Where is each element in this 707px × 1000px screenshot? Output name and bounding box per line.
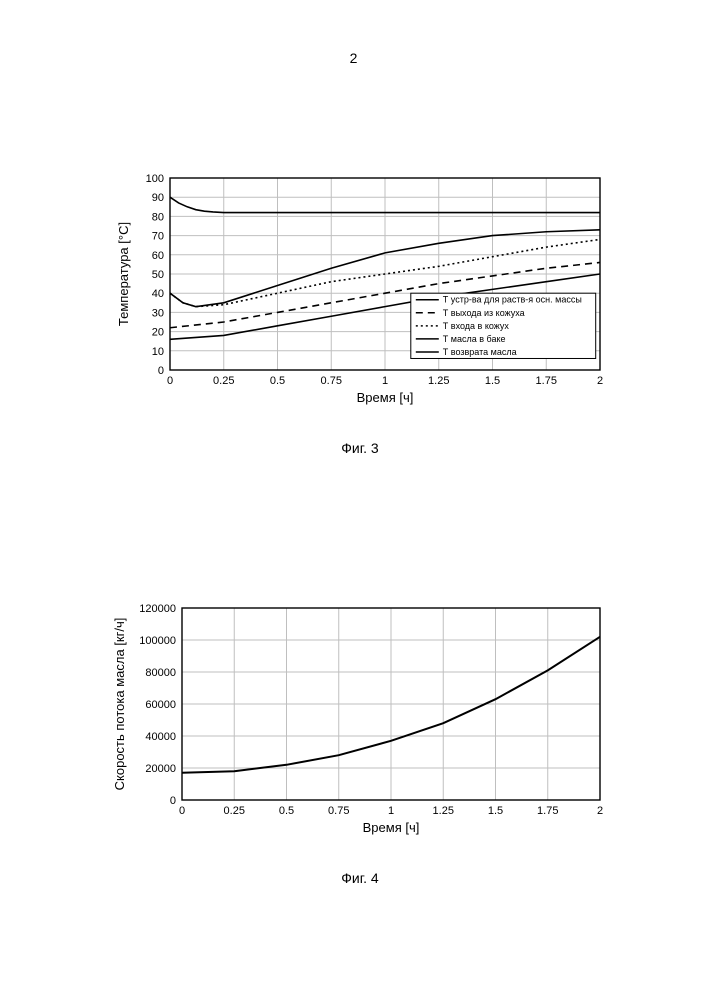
figure-4-wrap: 0 0.25 0.5 0.75 1 1.25 1.5 1.75 2 0 20000 40000 6000…: [110, 600, 610, 886]
svg-text:1.5: 1.5: [485, 375, 500, 387]
svg-text:120000: 120000: [139, 603, 176, 615]
chart-4-flowrate: 0 0.25 0.5 0.75 1 1.25 1.5 1.75 2 0 20000 40000 6000…: [110, 600, 610, 860]
svg-text:Т входа в кожух: Т входа в кожух: [443, 321, 510, 331]
svg-text:90: 90: [152, 192, 164, 204]
chart-3-temperature: 00.250.50.7511.251.51.752010203040506070…: [110, 170, 610, 430]
svg-text:0.75: 0.75: [328, 805, 349, 817]
svg-text:80000: 80000: [145, 667, 176, 679]
figure-4-caption: Фиг. 4: [110, 870, 610, 886]
svg-text:0.25: 0.25: [213, 375, 234, 387]
page: 2 00.250.50.7511.251.51.7520102030405060…: [0, 0, 707, 1000]
svg-text:Т масла в баке: Т масла в баке: [443, 334, 506, 344]
svg-text:2: 2: [597, 375, 603, 387]
svg-text:Т выхода из кожуха: Т выхода из кожуха: [443, 308, 525, 318]
svg-text:1.75: 1.75: [537, 805, 558, 817]
svg-text:Т возврата масла: Т возврата масла: [443, 347, 517, 357]
svg-text:1.5: 1.5: [488, 805, 503, 817]
svg-text:Скорость потока масла [кг/ч]: Скорость потока масла [кг/ч]: [112, 618, 127, 791]
svg-text:30: 30: [152, 307, 164, 319]
svg-text:0: 0: [158, 365, 164, 377]
svg-text:2: 2: [597, 805, 603, 817]
svg-text:0: 0: [170, 795, 176, 807]
svg-text:20: 20: [152, 327, 164, 339]
svg-text:70: 70: [152, 231, 164, 243]
figure-3-wrap: 00.250.50.7511.251.51.752010203040506070…: [110, 170, 610, 456]
svg-text:20000: 20000: [145, 763, 176, 775]
figure-3-caption: Фиг. 3: [110, 440, 610, 456]
svg-text:0.5: 0.5: [270, 375, 285, 387]
svg-text:0.25: 0.25: [224, 805, 245, 817]
svg-text:60: 60: [152, 250, 164, 262]
svg-text:40000: 40000: [145, 731, 176, 743]
svg-text:100000: 100000: [139, 635, 176, 647]
svg-text:1.25: 1.25: [433, 805, 454, 817]
svg-text:0.5: 0.5: [279, 805, 294, 817]
svg-text:60000: 60000: [145, 699, 176, 711]
svg-text:1.75: 1.75: [536, 375, 557, 387]
svg-text:1: 1: [388, 805, 394, 817]
svg-text:100: 100: [146, 173, 164, 185]
svg-text:0: 0: [167, 375, 173, 387]
svg-text:50: 50: [152, 269, 164, 281]
svg-text:10: 10: [152, 346, 164, 358]
svg-text:1.25: 1.25: [428, 375, 449, 387]
svg-text:0: 0: [179, 805, 185, 817]
svg-text:Время [ч]: Время [ч]: [363, 820, 420, 835]
svg-text:80: 80: [152, 211, 164, 223]
svg-text:1: 1: [382, 375, 388, 387]
svg-text:40: 40: [152, 288, 164, 300]
page-number: 2: [0, 50, 707, 66]
svg-text:Время [ч]: Время [ч]: [357, 390, 414, 405]
svg-text:0.75: 0.75: [321, 375, 342, 387]
svg-text:Температура [°C]: Температура [°C]: [116, 222, 131, 326]
svg-text:Т устр-ва для раств-я осн. мас: Т устр-ва для раств-я осн. массы: [443, 295, 582, 305]
